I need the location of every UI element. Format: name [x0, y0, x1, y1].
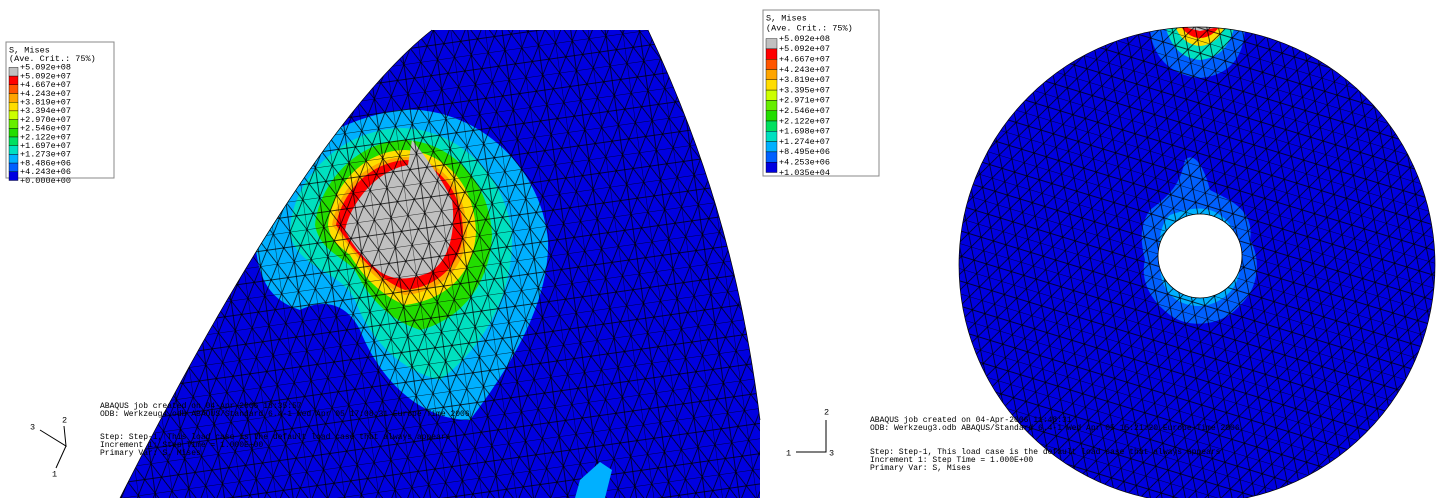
triad-label: 1 [52, 469, 57, 479]
legend-label: +4.253e+06 [779, 157, 830, 167]
legend-label: +8.495e+06 [779, 147, 830, 157]
legend-swatch [766, 121, 777, 131]
legend-swatch [766, 80, 777, 90]
legend-swatch [9, 111, 18, 120]
info-line: ODB: Werkzeug4.odb ABAQUS/Standard 6.4-1… [100, 410, 470, 419]
legend-swatch [766, 39, 777, 49]
info-line: ODB: Werkzeug3.odb ABAQUS/Standard 6.4-1… [870, 424, 1240, 433]
legend-swatch [766, 111, 777, 121]
legend-swatch [9, 172, 18, 181]
legend-swatch [9, 102, 18, 111]
triad-label: 2 [62, 415, 67, 425]
legend-swatch [9, 163, 18, 172]
legend-swatch [9, 94, 18, 103]
legend-swatch [9, 85, 18, 94]
legend-label: +4.667e+07 [779, 54, 830, 64]
legend-swatch [766, 152, 777, 162]
legend-label: +1.035e+04 [779, 168, 830, 178]
legend-swatch [9, 128, 18, 137]
legend-label: +5.092e+08 [779, 34, 830, 44]
legend-swatch [9, 146, 18, 155]
legend-label: +3.819e+07 [779, 75, 830, 85]
info-line: Primary Var: S, Mises [870, 464, 971, 473]
screenshot: S, Mises(Ave. Crit.: 75%)+5.092e+08+5.09… [0, 0, 1437, 498]
legend-label: +4.243e+07 [779, 65, 830, 75]
legend-swatch [766, 49, 777, 59]
left-model [100, 20, 770, 498]
legend-label: +1.698e+07 [779, 127, 830, 137]
triad [40, 426, 66, 468]
legend-label: +2.971e+07 [779, 96, 830, 106]
legend-swatch [9, 137, 18, 146]
info-line: Primary Var: S, Mises [100, 449, 201, 458]
legend-swatch [766, 131, 777, 141]
legend-label: +0.000e+00 [20, 176, 71, 186]
legend-label: +5.092e+07 [779, 44, 830, 54]
legend-title: S, Mises [766, 13, 807, 23]
legend-swatch [9, 120, 18, 129]
triad-label: 1 [786, 448, 791, 458]
disk-hole [1158, 214, 1242, 298]
legend-swatch [766, 70, 777, 80]
triad-label: 3 [829, 448, 834, 458]
legend-swatch [766, 162, 777, 172]
legend-label: +2.546e+07 [779, 106, 830, 116]
legend-swatch [766, 142, 777, 152]
triad-label: 2 [824, 407, 829, 417]
triad-label: 3 [30, 422, 35, 432]
legend-swatch [9, 67, 18, 76]
triad [796, 420, 826, 452]
legend-label: +3.395e+07 [779, 85, 830, 95]
legend-swatch [9, 76, 18, 85]
legend-swatch [766, 59, 777, 69]
legend-subtitle: (Ave. Crit.: 75%) [766, 24, 853, 34]
legend-swatch [766, 100, 777, 110]
legend-swatch [766, 90, 777, 100]
legend-label: +2.122e+07 [779, 116, 830, 126]
legend-swatch [9, 154, 18, 163]
legend-label: +1.274e+07 [779, 137, 830, 147]
